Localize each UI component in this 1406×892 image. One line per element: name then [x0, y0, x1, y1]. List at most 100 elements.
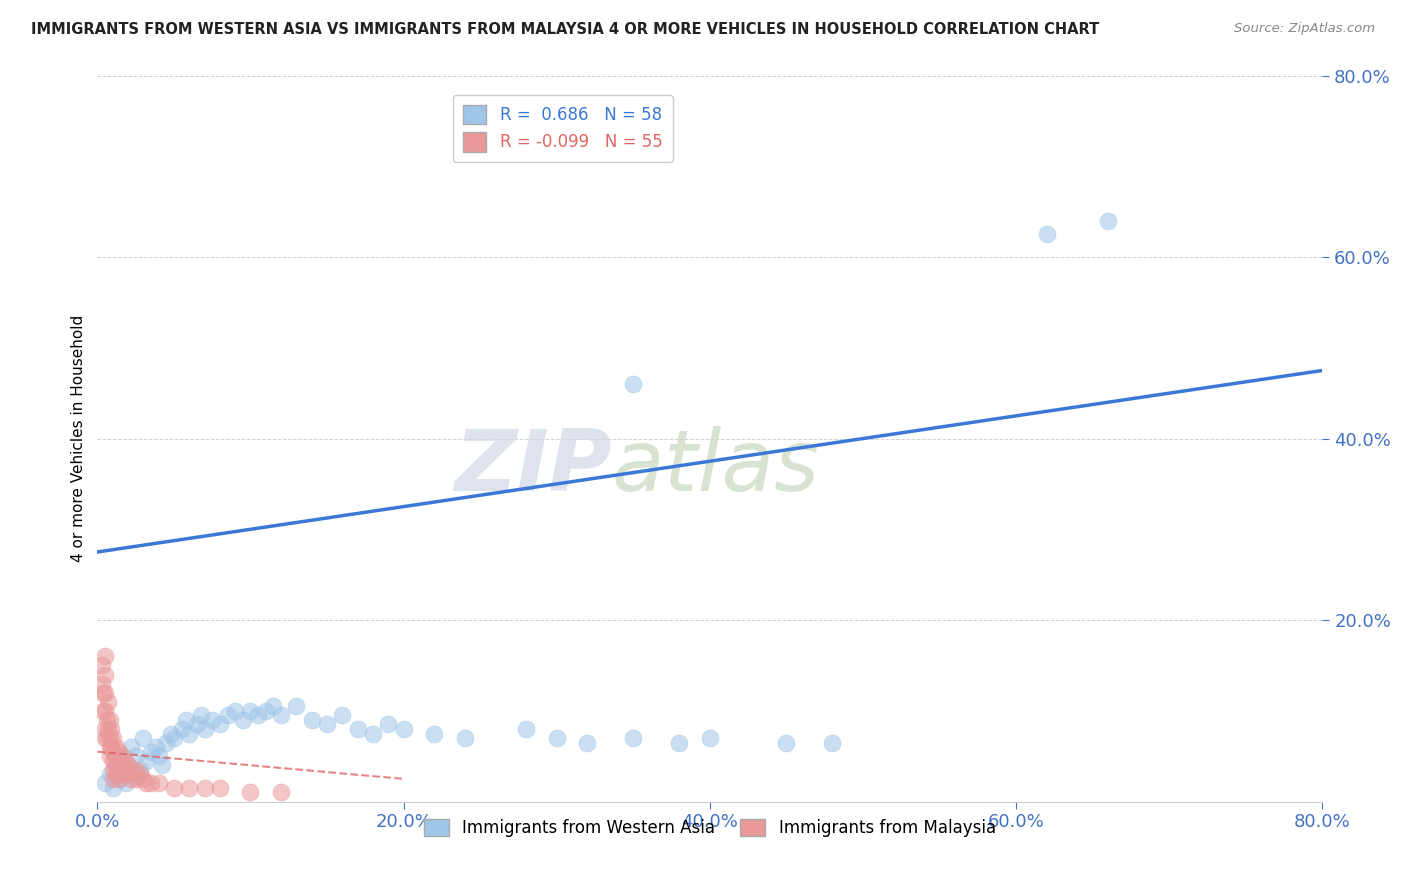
- Point: [668, 735, 690, 749]
- Point: [98, 713, 121, 727]
- Point: [239, 785, 262, 799]
- Point: [270, 708, 292, 723]
- Y-axis label: 4 or more Vehicles in Household: 4 or more Vehicles in Household: [72, 315, 86, 562]
- Point: [163, 731, 186, 745]
- Point: [98, 767, 121, 781]
- Point: [775, 735, 797, 749]
- Point: [186, 717, 208, 731]
- Point: [94, 667, 117, 681]
- Point: [135, 776, 157, 790]
- Point: [114, 767, 136, 781]
- Point: [139, 745, 162, 759]
- Point: [377, 717, 399, 731]
- Point: [104, 749, 127, 764]
- Text: Source: ZipAtlas.com: Source: ZipAtlas.com: [1234, 22, 1375, 36]
- Point: [94, 722, 117, 736]
- Point: [139, 776, 162, 790]
- Point: [104, 758, 127, 772]
- Point: [94, 686, 117, 700]
- Point: [101, 772, 124, 786]
- Point: [132, 731, 155, 745]
- Point: [129, 767, 152, 781]
- Point: [124, 763, 146, 777]
- Point: [232, 713, 254, 727]
- Point: [392, 722, 415, 736]
- Point: [111, 767, 134, 781]
- Point: [621, 377, 644, 392]
- Point: [115, 776, 138, 790]
- Point: [101, 763, 124, 777]
- Point: [120, 763, 142, 777]
- Point: [129, 763, 152, 777]
- Text: ZIP: ZIP: [454, 426, 612, 509]
- Point: [94, 704, 117, 718]
- Point: [145, 740, 167, 755]
- Point: [132, 772, 155, 786]
- Point: [135, 754, 157, 768]
- Point: [98, 731, 121, 745]
- Point: [330, 708, 353, 723]
- Point: [1097, 213, 1119, 227]
- Point: [107, 754, 129, 768]
- Point: [110, 772, 132, 786]
- Point: [174, 713, 197, 727]
- Point: [100, 722, 122, 736]
- Legend: Immigrants from Western Asia, Immigrants from Malaysia: Immigrants from Western Asia, Immigrants…: [418, 813, 1002, 844]
- Point: [346, 722, 368, 736]
- Point: [124, 772, 146, 786]
- Point: [239, 704, 262, 718]
- Point: [262, 699, 284, 714]
- Point: [247, 708, 270, 723]
- Point: [111, 749, 134, 764]
- Point: [546, 731, 568, 745]
- Point: [224, 704, 246, 718]
- Point: [107, 763, 129, 777]
- Point: [454, 731, 477, 745]
- Point: [97, 722, 120, 736]
- Point: [101, 745, 124, 759]
- Point: [148, 776, 170, 790]
- Point: [821, 735, 844, 749]
- Point: [208, 780, 231, 795]
- Point: [114, 754, 136, 768]
- Point: [193, 722, 215, 736]
- Point: [117, 758, 139, 772]
- Point: [301, 713, 323, 727]
- Point: [114, 763, 136, 777]
- Point: [193, 780, 215, 795]
- Point: [576, 735, 599, 749]
- Point: [1035, 227, 1057, 242]
- Point: [104, 767, 127, 781]
- Point: [101, 780, 124, 795]
- Point: [217, 708, 239, 723]
- Point: [163, 780, 186, 795]
- Point: [96, 731, 118, 745]
- Point: [621, 731, 644, 745]
- Point: [107, 772, 129, 786]
- Point: [117, 758, 139, 772]
- Point: [91, 676, 114, 690]
- Point: [117, 767, 139, 781]
- Point: [254, 704, 277, 718]
- Point: [124, 749, 146, 764]
- Point: [93, 686, 115, 700]
- Point: [148, 749, 170, 764]
- Point: [170, 722, 193, 736]
- Text: IMMIGRANTS FROM WESTERN ASIA VS IMMIGRANTS FROM MALAYSIA 4 OR MORE VEHICLES IN H: IMMIGRANTS FROM WESTERN ASIA VS IMMIGRAN…: [31, 22, 1099, 37]
- Point: [97, 695, 120, 709]
- Point: [100, 740, 122, 755]
- Point: [96, 713, 118, 727]
- Point: [101, 731, 124, 745]
- Point: [101, 754, 124, 768]
- Point: [155, 735, 177, 749]
- Point: [316, 717, 339, 731]
- Point: [91, 658, 114, 673]
- Point: [423, 726, 446, 740]
- Point: [111, 758, 134, 772]
- Point: [98, 749, 121, 764]
- Point: [270, 785, 292, 799]
- Point: [179, 726, 201, 740]
- Point: [515, 722, 537, 736]
- Point: [107, 745, 129, 759]
- Point: [285, 699, 308, 714]
